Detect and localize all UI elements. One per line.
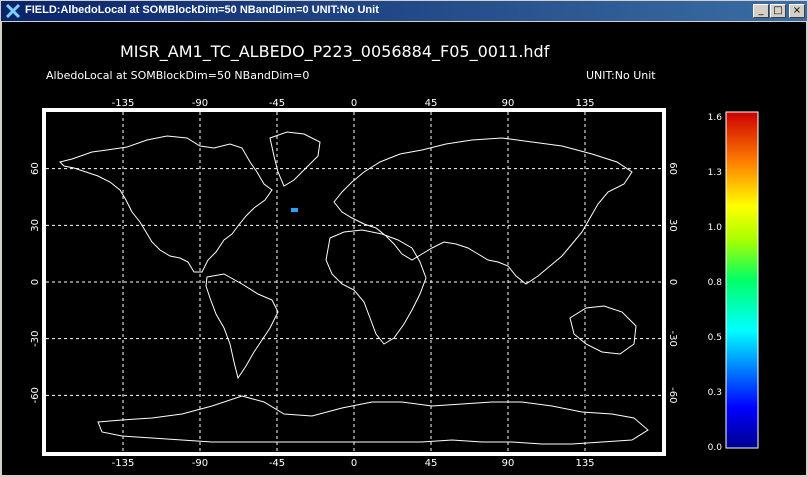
lat-tick-label-right: 30 [667,219,678,232]
lat-tick-label-right: -60 [667,387,678,403]
north-america-coast [59,135,273,273]
lon-tick-label-top: 90 [502,98,515,109]
lat-tick-label-left: 60 [30,162,41,175]
lon-tick-label-bottom: -45 [269,458,285,469]
lat-tick-label-right: 60 [667,162,678,175]
window-titlebar[interactable]: FIELD:AlbedoLocal at SOMBlockDim=50 NBan… [0,0,808,22]
maximize-button[interactable]: □ [770,4,786,18]
lon-tick-label-bottom: 45 [425,458,438,469]
lat-tick-label-right: -30 [667,330,678,346]
lon-tick-label-top: -45 [269,98,285,109]
lat-tick-label-left: 0 [30,279,41,285]
colorbar-tick-label: 1.0 [708,223,723,233]
lat-tick-label-left: 30 [30,219,41,232]
unit-label: UNIT:No Unit [586,69,656,82]
lon-tick-label-bottom: -135 [112,458,135,469]
field-subtitle: AlbedoLocal at SOMBlockDim=50 NBandDim=0 [46,69,310,82]
map-frame [42,108,666,456]
close-button[interactable]: × [789,4,805,18]
africa-coast [325,229,427,345]
lat-ticks-right: 60 30 0 -30 -60 [667,162,678,403]
lat-ticks-left: 60 30 0 -30 -60 [30,162,41,403]
colorbar-tick-label: 0.5 [708,333,722,343]
idl-app-icon [5,3,21,19]
lon-ticks-top: -135 -90 -45 0 45 90 135 [112,98,595,109]
plot-window-content: MISR_AM1_TC_ALBEDO_P223_0056884_F05_0011… [0,22,808,477]
lat-tick-label-left: -60 [30,387,41,403]
lon-tick-label-bottom: 0 [351,458,357,469]
antarctica-coast [97,395,649,445]
data-pixel [291,208,298,212]
colorbar-tick-label: 0.0 [708,443,723,453]
eurasia-coast [333,137,633,285]
australia-coast [569,305,637,355]
lon-tick-label-bottom: -90 [192,458,208,469]
window-title: FIELD:AlbedoLocal at SOMBlockDim=50 NBan… [25,4,379,16]
file-title: MISR_AM1_TC_ALBEDO_P223_0056884_F05_0011… [120,42,550,61]
lon-tick-label-bottom: 135 [575,458,594,469]
lat-tick-label-right: 0 [667,279,678,285]
colorbar-tick-label: 0.8 [708,278,723,288]
lon-tick-label-top: 45 [425,98,438,109]
lon-tick-label-top: -90 [192,98,208,109]
lon-tick-label-bottom: 90 [502,458,515,469]
colorbar-tick-label: 1.3 [708,168,722,178]
colorbar-ticks: 1.6 1.3 1.0 0.8 0.5 0.3 0.0 [708,113,723,453]
lat-tick-label-left: -30 [30,330,41,346]
graticule [46,112,662,452]
lon-tick-label-top: -135 [112,98,135,109]
colorbar-tick-label: 1.6 [708,113,723,123]
south-america-coast [205,273,279,380]
coastlines [59,131,649,445]
colorbar-tick-label: 0.3 [708,388,722,398]
colorbar [725,111,759,449]
lon-tick-label-top: 135 [575,98,594,109]
lon-tick-label-top: 0 [351,98,357,109]
greenland-coast [269,131,321,187]
minimize-button[interactable]: _ [753,4,769,18]
lon-ticks-bottom: -135 -90 -45 0 45 90 135 [112,458,595,469]
map-svg: -135 -90 -45 0 45 90 135 -135 -90 -45 0 45 90 135 60… [30,98,759,469]
